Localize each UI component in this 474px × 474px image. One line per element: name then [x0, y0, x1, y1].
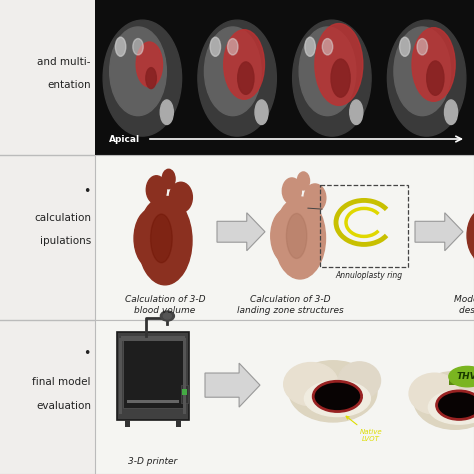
- Ellipse shape: [160, 100, 173, 125]
- FancyBboxPatch shape: [117, 332, 189, 420]
- Text: Annuloplasty ring: Annuloplasty ring: [336, 271, 402, 280]
- Ellipse shape: [387, 20, 466, 136]
- Ellipse shape: [283, 178, 301, 204]
- Text: THV: THV: [457, 372, 474, 381]
- Ellipse shape: [417, 38, 428, 55]
- Ellipse shape: [198, 20, 276, 136]
- Polygon shape: [217, 213, 265, 251]
- Bar: [119, 338, 122, 414]
- Text: Native
LVOT: Native LVOT: [346, 416, 383, 442]
- Text: •: •: [83, 347, 91, 360]
- Ellipse shape: [286, 213, 307, 258]
- Text: entation: entation: [47, 80, 91, 90]
- Ellipse shape: [460, 373, 474, 408]
- Ellipse shape: [400, 37, 410, 56]
- Ellipse shape: [471, 199, 474, 276]
- Bar: [320, 185, 408, 267]
- Text: Apical: Apical: [109, 135, 140, 144]
- Ellipse shape: [136, 42, 163, 87]
- Ellipse shape: [467, 210, 474, 262]
- Ellipse shape: [289, 361, 377, 422]
- Bar: [123, 340, 183, 408]
- Ellipse shape: [103, 20, 182, 136]
- Ellipse shape: [274, 197, 326, 279]
- Ellipse shape: [428, 390, 474, 424]
- Polygon shape: [415, 213, 463, 251]
- Text: Model after
design m: Model after design m: [455, 295, 474, 315]
- Text: ipulations: ipulations: [40, 236, 91, 246]
- Text: evaluation: evaluation: [36, 401, 91, 411]
- Ellipse shape: [164, 313, 172, 319]
- Ellipse shape: [322, 38, 333, 55]
- Text: and multi-: and multi-: [37, 57, 91, 67]
- Text: •: •: [83, 185, 91, 198]
- Ellipse shape: [297, 172, 310, 190]
- Bar: [183, 338, 186, 414]
- Text: final model: final model: [33, 377, 91, 387]
- Ellipse shape: [228, 38, 238, 55]
- Ellipse shape: [115, 37, 126, 56]
- Ellipse shape: [204, 27, 261, 116]
- Ellipse shape: [146, 68, 156, 89]
- Ellipse shape: [449, 366, 474, 387]
- Ellipse shape: [437, 391, 474, 419]
- Ellipse shape: [109, 27, 166, 116]
- Bar: [121, 336, 185, 341]
- Ellipse shape: [350, 100, 363, 125]
- Ellipse shape: [134, 209, 170, 268]
- Ellipse shape: [412, 27, 455, 101]
- Ellipse shape: [409, 373, 460, 414]
- Ellipse shape: [169, 182, 192, 212]
- Ellipse shape: [315, 24, 363, 105]
- Ellipse shape: [160, 311, 174, 321]
- Polygon shape: [205, 363, 260, 407]
- Ellipse shape: [151, 214, 172, 263]
- Ellipse shape: [255, 100, 268, 125]
- Bar: [125, 420, 130, 427]
- Ellipse shape: [162, 169, 175, 189]
- Bar: [449, 377, 474, 385]
- Bar: [95, 155, 474, 320]
- Ellipse shape: [284, 363, 338, 406]
- Ellipse shape: [271, 209, 305, 264]
- Text: calculation: calculation: [34, 213, 91, 223]
- Bar: [181, 385, 188, 403]
- Ellipse shape: [394, 27, 451, 116]
- Ellipse shape: [210, 37, 220, 56]
- Text: Calculation of 3-D
blood volume: Calculation of 3-D blood volume: [125, 295, 205, 315]
- Bar: [95, 0, 474, 155]
- Ellipse shape: [299, 27, 356, 116]
- Ellipse shape: [313, 381, 362, 411]
- Ellipse shape: [427, 61, 444, 95]
- Ellipse shape: [331, 59, 350, 97]
- Ellipse shape: [138, 196, 192, 285]
- Bar: [176, 420, 181, 427]
- Bar: [182, 389, 187, 395]
- Ellipse shape: [414, 372, 474, 429]
- Ellipse shape: [292, 20, 371, 136]
- Ellipse shape: [305, 37, 315, 56]
- Text: 3-D printer: 3-D printer: [128, 457, 178, 466]
- Bar: [127, 400, 179, 403]
- Ellipse shape: [146, 176, 166, 204]
- Text: Calculation of 3-D
landing zone structures: Calculation of 3-D landing zone structur…: [237, 295, 343, 315]
- Ellipse shape: [224, 30, 264, 99]
- Ellipse shape: [133, 38, 143, 55]
- Ellipse shape: [445, 100, 457, 125]
- Ellipse shape: [304, 184, 326, 212]
- Ellipse shape: [338, 362, 381, 399]
- Ellipse shape: [304, 381, 370, 417]
- Ellipse shape: [237, 62, 254, 94]
- Bar: [95, 320, 474, 474]
